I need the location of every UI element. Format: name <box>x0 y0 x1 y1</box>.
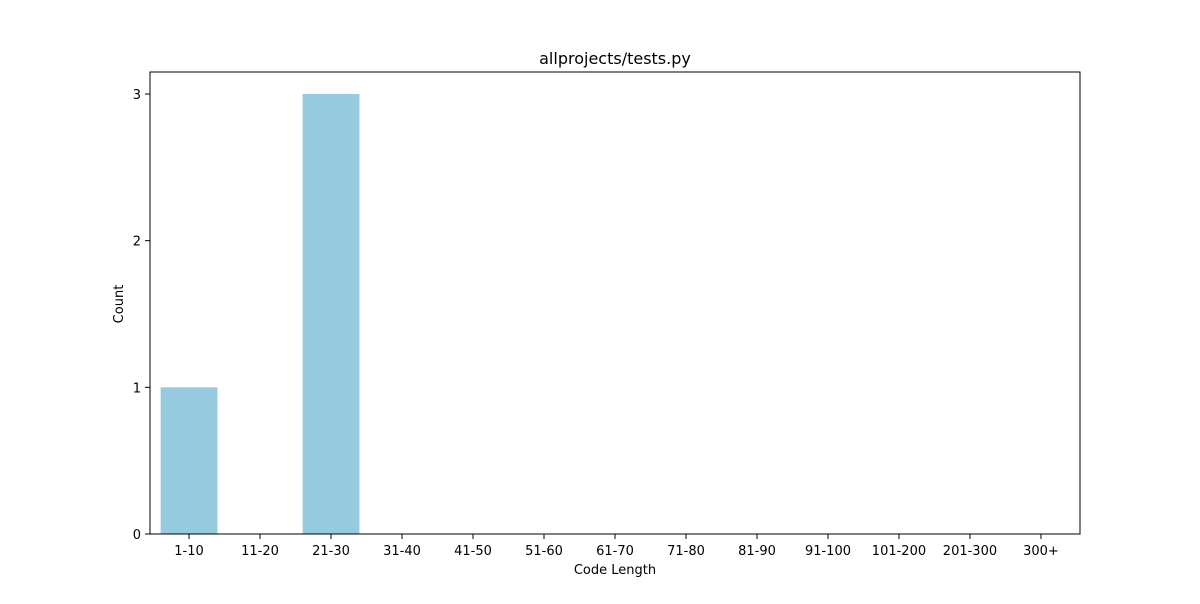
y-tick-label: 2 <box>133 235 141 250</box>
x-tick-label: 31-40 <box>383 544 421 559</box>
bar-1-10 <box>160 387 218 534</box>
x-tick-label: 71-80 <box>667 544 705 559</box>
y-axis-label: Count <box>112 285 127 324</box>
chart-title: allprojects/tests.py <box>539 49 691 68</box>
x-tick-label: 41-50 <box>454 544 492 559</box>
y-tick-label: 0 <box>133 528 141 543</box>
bars-layer <box>160 94 360 534</box>
x-tick-label: 61-70 <box>596 544 634 559</box>
x-tick-label: 300+ <box>1023 544 1059 559</box>
x-tick-label: 81-90 <box>738 544 776 559</box>
x-tick-label: 21-30 <box>312 544 350 559</box>
y-axis-ticks: 0 1 2 3 <box>133 88 150 543</box>
x-tick-label: 51-60 <box>525 544 563 559</box>
x-tick-label: 101-200 <box>872 544 926 559</box>
plot-frame <box>149 71 1081 535</box>
x-axis-ticks: 1-10 11-20 21-30 31-40 41-50 51-60 61-70 71-80 8… <box>174 534 1059 559</box>
x-axis-label: Code Length <box>574 563 656 578</box>
x-tick-label: 91-100 <box>805 544 851 559</box>
x-tick-label: 1-10 <box>174 544 204 559</box>
x-tick-label: 201-300 <box>943 544 997 559</box>
y-tick-label: 3 <box>133 88 141 103</box>
x-tick-label: 11-20 <box>241 544 279 559</box>
bar-21-30 <box>302 94 360 534</box>
y-tick-label: 1 <box>133 381 141 396</box>
